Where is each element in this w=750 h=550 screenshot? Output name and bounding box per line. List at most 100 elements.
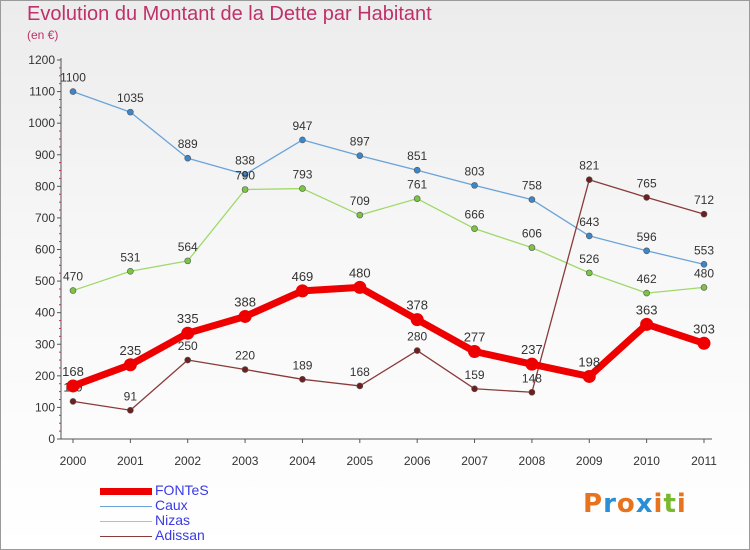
data-label-caux: 889: [178, 137, 198, 151]
data-label-nizas: 480: [694, 266, 714, 280]
data-point-fontes: [468, 345, 482, 359]
data-point-caux: [241, 171, 249, 178]
data-point-fontes: [525, 357, 539, 371]
data-label-nizas: 666: [465, 208, 485, 222]
data-label-adissan: 189: [292, 358, 312, 372]
data-label-nizas: 790: [235, 168, 255, 182]
data-label-adissan: 712: [694, 193, 714, 207]
data-label-nizas: 470: [63, 270, 83, 284]
x-tick-label: 2004: [289, 454, 316, 468]
data-point-nizas: [356, 211, 364, 219]
data-label-nizas: 793: [292, 168, 312, 182]
data-point-adissan: [700, 210, 708, 218]
data-point-adissan: [127, 406, 134, 414]
data-point-adissan: [356, 382, 364, 390]
y-tick-label: 1000: [28, 116, 55, 130]
x-tick-label: 2005: [346, 454, 373, 468]
data-point-nizas: [471, 225, 478, 232]
legend-label: Nizas: [155, 512, 191, 528]
y-tick-label: 1100: [29, 85, 55, 99]
legend-swatch: [100, 535, 152, 537]
data-label-nizas: 709: [350, 194, 370, 208]
series-line-nizas: [72, 187, 705, 294]
data-label-fontes: 168: [62, 364, 84, 379]
data-label-adissan: 220: [235, 349, 255, 363]
data-label-nizas: 462: [637, 272, 657, 286]
data-label-adissan: 280: [407, 330, 427, 344]
data-point-caux: [471, 182, 478, 189]
data-label-adissan: 159: [465, 368, 485, 382]
data-point-caux: [700, 261, 708, 268]
data-point-adissan: [643, 194, 650, 201]
data-point-caux: [69, 88, 77, 95]
data-point-adissan: [299, 376, 306, 383]
logo-letter: o: [616, 489, 636, 519]
y-tick-label: 400: [35, 306, 55, 320]
data-point-fontes: [181, 326, 195, 340]
data-point-fontes: [582, 369, 596, 383]
data-point-caux: [585, 232, 593, 240]
legend-swatch: [100, 487, 152, 495]
data-label-fontes: 378: [406, 298, 428, 313]
chart-title: Evolution du Montant de la Dette par Hab…: [27, 3, 432, 25]
data-label-caux: 838: [235, 153, 255, 167]
logo-letter: i: [676, 489, 687, 519]
data-point-adissan: [413, 347, 421, 354]
logo-letter: i: [653, 489, 664, 519]
y-tick-label: 800: [35, 179, 55, 193]
data-label-fontes: 363: [636, 302, 658, 317]
data-label-adissan: 148: [522, 371, 542, 385]
data-point-adissan: [471, 385, 478, 393]
data-label-fontes: 277: [464, 330, 486, 345]
y-tick-label: 200: [35, 369, 55, 383]
legend-swatch: [100, 520, 152, 522]
data-point-nizas: [299, 185, 306, 192]
data-point-nizas: [241, 186, 249, 193]
legend-label: Caux: [155, 497, 188, 513]
data-label-fontes: 303: [693, 321, 715, 336]
data-point-fontes: [295, 284, 309, 298]
data-point-caux: [413, 166, 421, 174]
data-label-nizas: 531: [120, 250, 140, 264]
data-point-fontes: [238, 309, 252, 323]
x-tick-label: 2007: [461, 454, 488, 468]
data-label-fontes: 198: [578, 354, 600, 369]
data-point-adissan: [184, 356, 192, 364]
chart-subtitle: (en €): [27, 28, 59, 42]
proxiti-logo: Proxiti: [583, 489, 687, 519]
x-tick-label: 2002: [174, 454, 201, 468]
y-tick-label: 0: [48, 432, 55, 446]
x-tick-label: 2000: [60, 454, 87, 468]
y-tick-label: 600: [35, 243, 55, 257]
y-tick-label: 300: [35, 337, 55, 351]
x-tick-label: 2011: [691, 454, 717, 468]
data-point-nizas: [643, 289, 650, 297]
data-point-adissan: [241, 366, 249, 373]
data-point-caux: [528, 196, 536, 203]
data-point-nizas: [69, 287, 77, 294]
data-point-fontes: [697, 336, 711, 350]
x-tick-label: 2003: [232, 454, 259, 468]
data-point-caux: [299, 136, 306, 144]
data-point-fontes: [123, 358, 137, 372]
data-label-fontes: 335: [177, 311, 199, 326]
x-tick-label: 2009: [576, 454, 603, 468]
data-label-caux: 643: [579, 215, 599, 229]
data-point-nizas: [184, 257, 192, 265]
data-label-caux: 553: [694, 243, 714, 257]
series-line-adissan: [72, 179, 705, 411]
x-tick-label: 2006: [404, 454, 431, 468]
logo-letter: x: [635, 489, 654, 519]
data-label-caux: 758: [522, 179, 542, 193]
x-tick-label: 2010: [633, 454, 660, 468]
data-point-caux: [643, 247, 650, 255]
data-point-fontes: [353, 280, 367, 294]
data-label-adissan: 765: [637, 176, 657, 190]
data-point-adissan: [528, 388, 536, 396]
data-label-caux: 851: [407, 149, 427, 163]
x-tick-label: 2001: [117, 454, 144, 468]
data-point-nizas: [585, 269, 593, 277]
x-tick-label: 2008: [519, 454, 546, 468]
data-label-nizas: 564: [178, 240, 198, 254]
y-tick-label: 500: [35, 274, 55, 288]
